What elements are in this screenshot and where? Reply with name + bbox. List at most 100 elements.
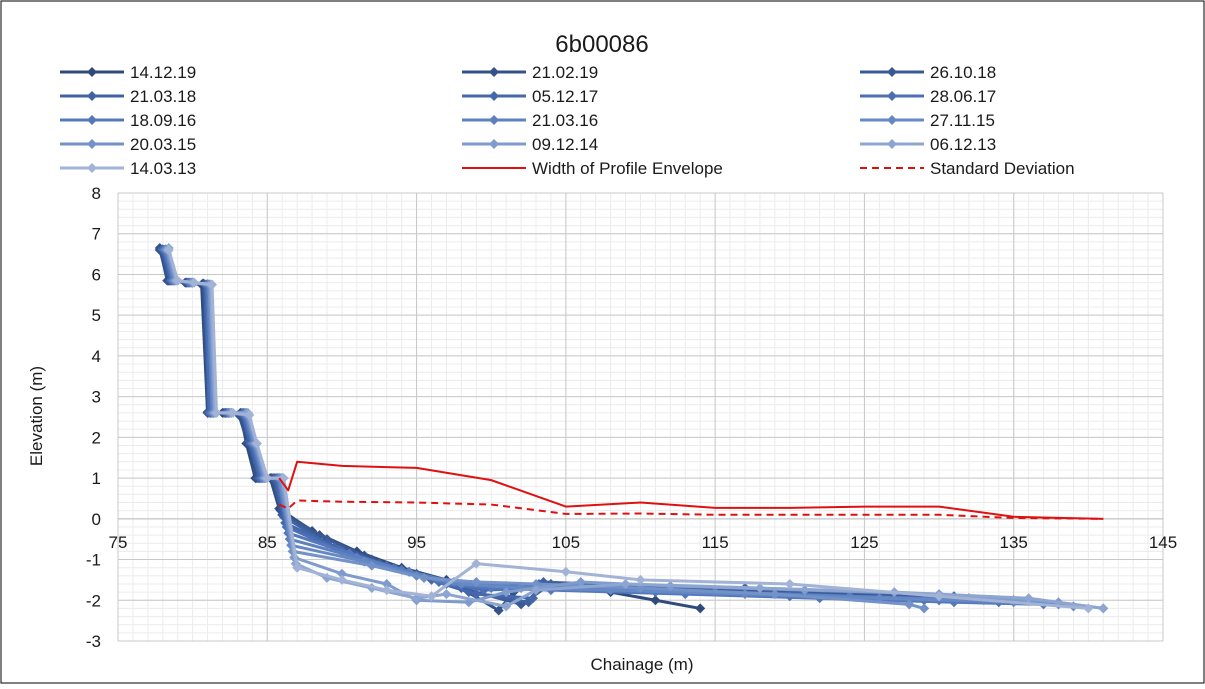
legend: 14.12.19 21.02.19 26.10.18 21.03.18 05.12.17… <box>60 63 1075 178</box>
x-tick-label: 145 <box>1149 533 1177 552</box>
data-point-marker <box>211 407 222 418</box>
data-point-marker <box>471 558 482 569</box>
data-point-marker <box>366 560 377 571</box>
data-point-marker <box>441 589 452 600</box>
x-tick-label: 95 <box>407 533 426 552</box>
data-point-marker <box>531 585 541 596</box>
legend-label: 21.03.16 <box>532 111 598 130</box>
x-tick-label: 105 <box>552 533 580 552</box>
data-point-marker <box>493 605 504 616</box>
data-point-marker <box>251 438 262 449</box>
series-line <box>278 499 1104 520</box>
legend-item: 28.06.17 <box>860 87 996 106</box>
data-point-marker <box>471 576 482 587</box>
data-point-marker <box>934 591 945 602</box>
y-tick-label: 0 <box>92 510 101 529</box>
x-tick-label: 125 <box>850 533 878 552</box>
data-point-marker <box>1083 603 1094 614</box>
legend-item: Width of Profile Envelope <box>462 159 723 178</box>
data-point-marker <box>754 583 765 594</box>
series-standard-deviation <box>278 499 1104 520</box>
data-point-marker <box>381 578 392 589</box>
legend-swatch-marker <box>887 67 897 77</box>
legend-item: Standard Deviation <box>860 159 1075 178</box>
data-point-marker <box>419 572 430 583</box>
legend-item: 06.12.13 <box>860 135 996 154</box>
legend-swatch-marker <box>87 91 97 101</box>
legend-label: 20.03.15 <box>130 135 196 154</box>
data-point-marker <box>1098 603 1109 614</box>
legend-label: 26.10.18 <box>930 63 996 82</box>
data-point-marker <box>528 593 539 604</box>
y-tick-label: 4 <box>92 347 101 366</box>
data-point-marker <box>292 562 303 573</box>
legend-swatch-marker <box>887 91 897 101</box>
data-point-marker <box>650 595 661 606</box>
legend-item: 20.03.15 <box>60 135 196 154</box>
legend-swatch-marker <box>87 163 97 173</box>
x-tick-label: 115 <box>702 533 729 552</box>
data-point-marker <box>560 566 571 577</box>
legend-swatch-marker <box>87 115 97 125</box>
x-tick-label: 135 <box>1000 533 1028 552</box>
series-line <box>278 460 1104 520</box>
legend-label: 14.12.19 <box>130 63 196 82</box>
legend-item: 09.12.14 <box>462 135 598 154</box>
series-14-03-13 <box>163 245 1094 614</box>
data-point-marker <box>426 591 437 602</box>
data-point-marker <box>381 585 392 596</box>
x-tick-label: 85 <box>258 533 277 552</box>
data-point-marker <box>336 568 347 579</box>
legend-swatch-marker <box>489 67 499 77</box>
data-point-marker <box>1023 593 1034 604</box>
data-point-marker <box>244 409 255 420</box>
legend-item: 21.03.18 <box>60 87 196 106</box>
y-axis-label: Elevation (m) <box>27 366 46 466</box>
y-tick-label: 5 <box>92 306 101 325</box>
data-point-marker <box>784 578 795 589</box>
y-tick-label: 3 <box>92 388 101 407</box>
legend-item: 21.02.19 <box>462 63 598 82</box>
y-tick-label: -2 <box>86 591 101 610</box>
data-point-marker <box>172 275 183 286</box>
data-point-marker <box>163 245 174 256</box>
data-point-marker <box>501 587 512 598</box>
legend-label: 21.03.18 <box>130 87 196 106</box>
data-point-marker <box>620 578 631 589</box>
legend-label: Width of Profile Envelope <box>532 159 723 178</box>
chart-title: 6b00086 <box>555 31 648 58</box>
data-point-marker <box>471 589 482 600</box>
legend-label: 18.09.16 <box>130 111 196 130</box>
data-point-marker <box>635 574 646 585</box>
y-tick-label: 7 <box>92 225 101 244</box>
legend-label: 27.11.15 <box>930 111 995 130</box>
data-point-marker <box>904 599 915 610</box>
series-line <box>167 249 1089 610</box>
y-tick-label: 2 <box>92 428 101 447</box>
legend-swatch-marker <box>489 139 499 149</box>
data-point-marker <box>575 576 586 587</box>
y-tick-labels: -3 -2 -1 0 1 2 3 4 5 6 7 8 <box>86 184 101 651</box>
legend-item: 05.12.17 <box>462 87 598 106</box>
series-layer <box>154 242 1109 616</box>
y-tick-label: 6 <box>92 265 101 284</box>
y-tick-label: -1 <box>86 551 101 570</box>
legend-item: 26.10.18 <box>860 63 996 82</box>
data-point-marker <box>336 574 347 585</box>
data-point-marker <box>189 277 200 288</box>
data-point-marker <box>695 603 706 614</box>
y-tick-label: 1 <box>92 469 101 488</box>
legend-swatch-marker <box>489 115 499 125</box>
legend-label: 06.12.13 <box>930 135 996 154</box>
legend-label: 05.12.17 <box>532 87 598 106</box>
series-width-of-profile-envelope <box>278 460 1104 520</box>
y-tick-label: -3 <box>86 632 101 651</box>
data-point-marker <box>769 589 780 600</box>
legend-swatch-marker <box>489 91 499 101</box>
legend-label: 09.12.14 <box>532 135 598 154</box>
legend-item: 27.11.15 <box>860 111 995 130</box>
data-point-marker <box>262 473 273 484</box>
legend-label: 28.06.17 <box>930 87 996 106</box>
